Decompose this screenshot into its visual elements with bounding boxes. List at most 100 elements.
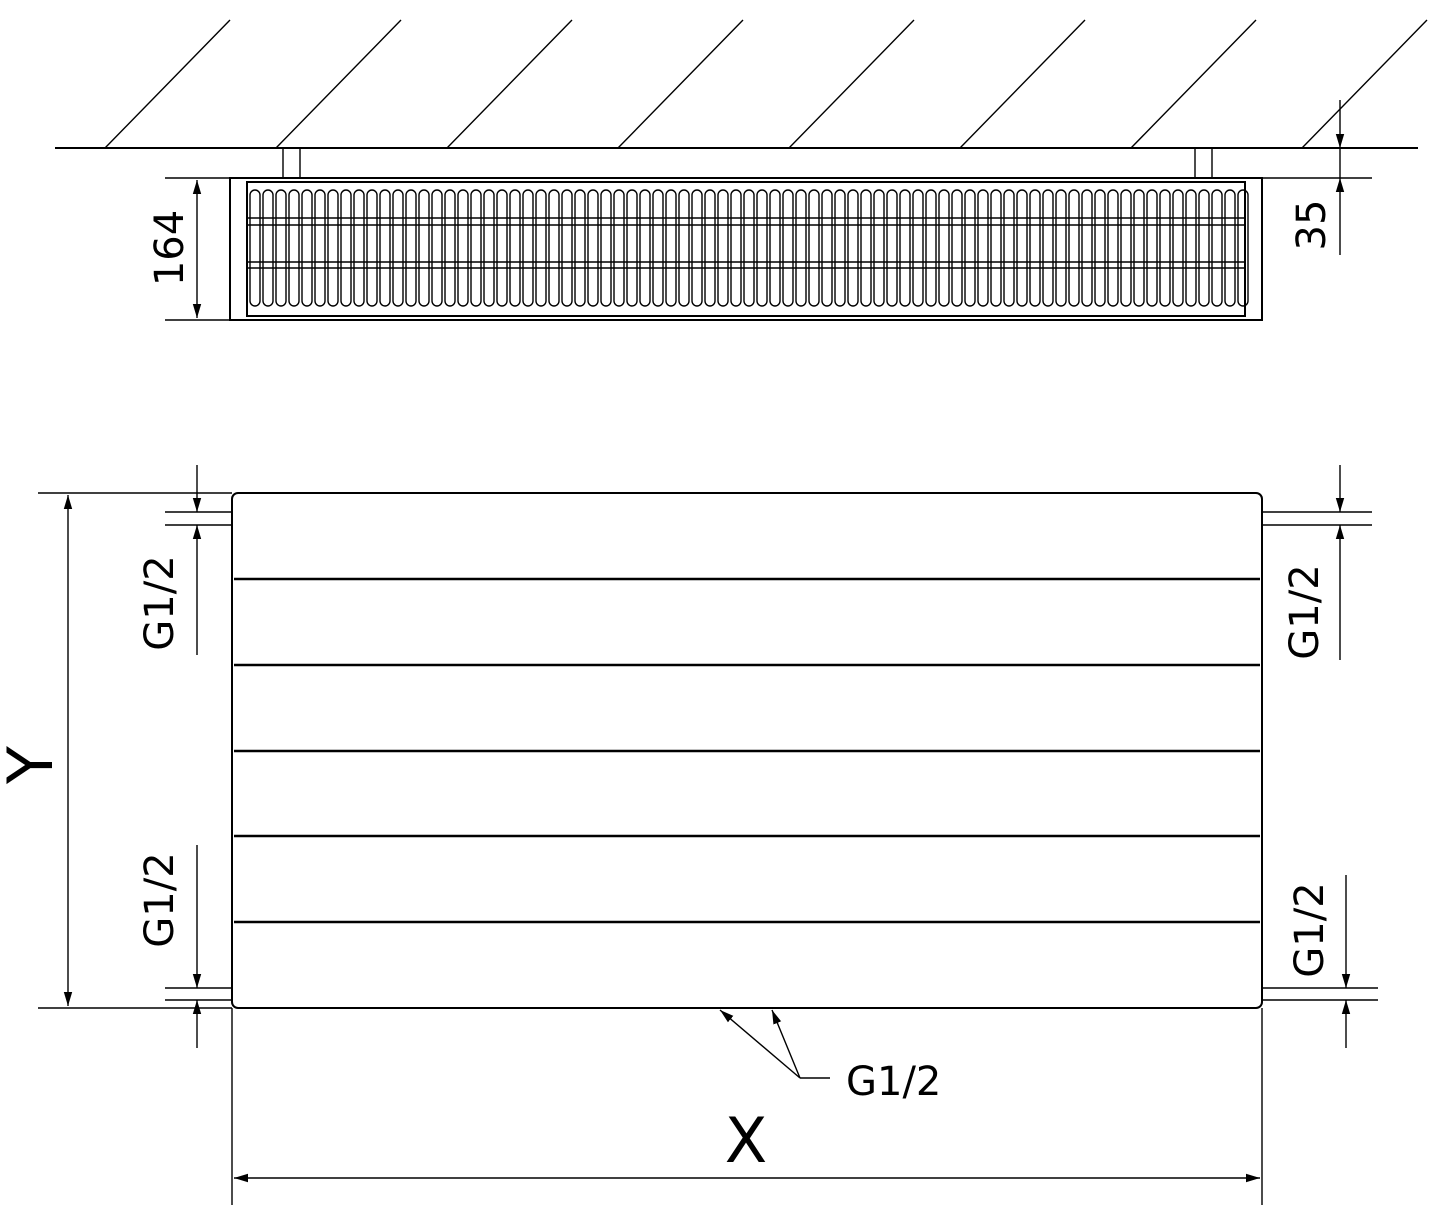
- dimension-35-label: 35: [1289, 200, 1335, 251]
- wall-brackets: [282, 147, 1213, 179]
- radiator-fin: [756, 189, 768, 307]
- radiator-fin: [873, 189, 885, 307]
- radiator-fin: [431, 189, 443, 307]
- radiator-fin: [639, 189, 651, 307]
- radiator-front-view: [165, 492, 1378, 1009]
- dimension-y-label: Y: [0, 746, 67, 785]
- radiator-fin: [548, 189, 560, 307]
- radiator-fin: [1224, 189, 1236, 307]
- radiator-fin: [821, 189, 833, 307]
- radiator-fin: [561, 189, 573, 307]
- radiator-fin: [1237, 189, 1249, 307]
- dimension-left-top: G1/2: [137, 465, 202, 655]
- radiator-fin: [379, 189, 391, 307]
- radiator-fin: [1003, 189, 1015, 307]
- radiator-fin: [704, 189, 716, 307]
- right-bottom-connection-label: G1/2: [1287, 882, 1333, 977]
- radiator-fin: [483, 189, 495, 307]
- radiator-fin: [808, 189, 820, 307]
- radiator-fin: [392, 189, 404, 307]
- radiator-fin: [457, 189, 469, 307]
- radiator-fin: [600, 189, 612, 307]
- radiator-fin: [327, 189, 339, 307]
- radiator-fin: [652, 189, 664, 307]
- radiator-fin: [1094, 189, 1106, 307]
- radiator-fin: [301, 189, 313, 307]
- radiator-fin: [717, 189, 729, 307]
- radiator-fin: [769, 189, 781, 307]
- radiator-fin: [925, 189, 937, 307]
- wall: [55, 19, 1428, 149]
- radiator-fin: [509, 189, 521, 307]
- radiator-fin: [626, 189, 638, 307]
- radiator-fin: [1146, 189, 1158, 307]
- radiator-fin: [1185, 189, 1197, 307]
- radiator-fin: [1081, 189, 1093, 307]
- radiator-fin: [470, 189, 482, 307]
- radiator-fin: [418, 189, 430, 307]
- radiator-fin: [990, 189, 1002, 307]
- radiator-fin: [366, 189, 378, 307]
- dimension-x-label: X: [725, 1104, 767, 1177]
- radiator-fin: [353, 189, 365, 307]
- radiator-fin: [1016, 189, 1028, 307]
- radiator-fin: [691, 189, 703, 307]
- radiator-fin: [678, 189, 690, 307]
- dimension-164-label: 164: [147, 210, 193, 286]
- radiator-fin: [340, 189, 352, 307]
- radiator-fin: [1055, 189, 1067, 307]
- radiator-fin: [847, 189, 859, 307]
- wall-hatch-line: [788, 19, 915, 149]
- radiator-fin: [886, 189, 898, 307]
- dimension-right-top: G1/2: [1282, 465, 1345, 660]
- radiator-fin: [314, 189, 326, 307]
- radiator-fin: [262, 189, 274, 307]
- wall-hatch-line: [617, 19, 744, 149]
- radiator-fin: [1211, 189, 1223, 307]
- radiator-fin: [743, 189, 755, 307]
- radiator-fin: [1198, 189, 1210, 307]
- right-top-connection-label: G1/2: [1282, 564, 1328, 659]
- radiator-fin: [964, 189, 976, 307]
- radiator-fin: [1172, 189, 1184, 307]
- radiator-fin: [951, 189, 963, 307]
- radiator-fin: [1068, 189, 1080, 307]
- radiator-fin: [1107, 189, 1119, 307]
- wall-hatch-line: [275, 19, 402, 149]
- radiator-fin: [574, 189, 586, 307]
- radiator-fin: [834, 189, 846, 307]
- radiator-fin: [613, 189, 625, 307]
- radiator-fin: [899, 189, 911, 307]
- wall-hatch-line: [959, 19, 1086, 149]
- radiator-fin: [496, 189, 508, 307]
- radiator-fin: [1159, 189, 1171, 307]
- wall-hatch-line: [1130, 19, 1257, 149]
- radiator-fin: [665, 189, 677, 307]
- dimension-35: 35: [1262, 100, 1372, 255]
- radiator-fin: [587, 189, 599, 307]
- radiator-fin: [1029, 189, 1041, 307]
- wall-hatch-line: [104, 19, 231, 149]
- radiator-fin: [444, 189, 456, 307]
- bottom-connection-leader: G1/2: [719, 1009, 941, 1105]
- dimension-right-bottom: G1/2: [1287, 875, 1351, 1048]
- radiator-fin: [1133, 189, 1145, 307]
- radiator-fin: [730, 189, 742, 307]
- radiator-fin: [522, 189, 534, 307]
- radiator-fin: [977, 189, 989, 307]
- wall-hatch-line: [1301, 19, 1428, 149]
- dimension-164: 164: [147, 177, 230, 321]
- bottom-connection-label: G1/2: [846, 1059, 941, 1105]
- radiator-fin: [275, 189, 287, 307]
- radiator-fin: [912, 189, 924, 307]
- radiator-fin: [535, 189, 547, 307]
- radiator-fin: [860, 189, 872, 307]
- radiator-fin: [288, 189, 300, 307]
- radiator-fin: [1042, 189, 1054, 307]
- radiator-fin: [795, 189, 807, 307]
- radiator-top-view: [229, 177, 1263, 321]
- wall-hatch-line: [446, 19, 573, 149]
- radiator-fin: [782, 189, 794, 307]
- left-bottom-connection-label: G1/2: [137, 852, 183, 947]
